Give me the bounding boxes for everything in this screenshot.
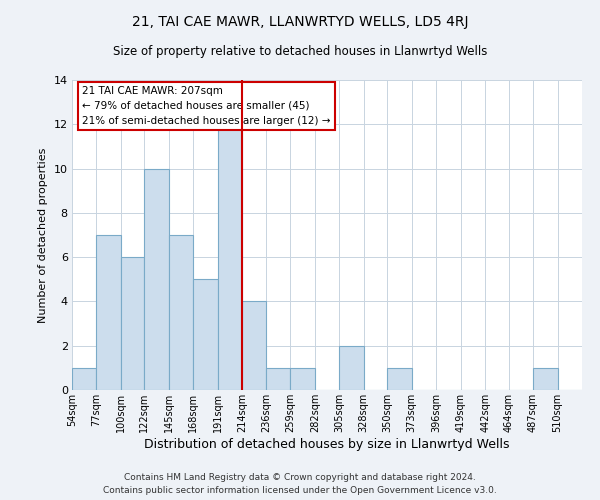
Bar [97,235,121,390]
Text: 21, TAI CAE MAWR, LLANWRTYD WELLS, LD5 4RJ: 21, TAI CAE MAWR, LLANWRTYD WELLS, LD5 4… [132,15,468,29]
Bar [242,302,266,390]
Bar [387,368,412,390]
Bar [290,368,315,390]
Bar [533,368,557,390]
Bar [145,168,169,390]
Y-axis label: Number of detached properties: Number of detached properties [38,148,48,322]
Text: 21 TAI CAE MAWR: 207sqm
← 79% of detached houses are smaller (45)
21% of semi-de: 21 TAI CAE MAWR: 207sqm ← 79% of detache… [82,86,331,126]
Bar [169,235,193,390]
Bar [266,368,290,390]
Bar [218,124,242,390]
Bar [121,257,145,390]
Text: Size of property relative to detached houses in Llanwrtyd Wells: Size of property relative to detached ho… [113,45,487,58]
Bar [339,346,364,390]
Text: Contains HM Land Registry data © Crown copyright and database right 2024.
Contai: Contains HM Land Registry data © Crown c… [103,474,497,495]
X-axis label: Distribution of detached houses by size in Llanwrtyd Wells: Distribution of detached houses by size … [144,438,510,450]
Bar [72,368,97,390]
Bar [193,280,218,390]
